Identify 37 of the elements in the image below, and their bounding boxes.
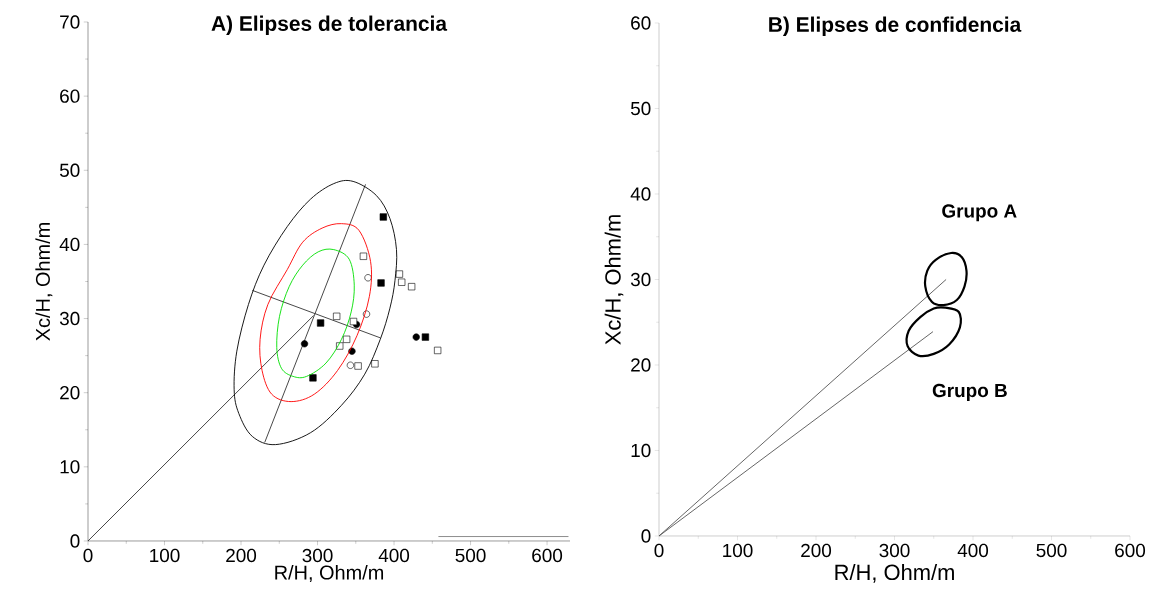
x-axis-title: R/H, Ohm/m — [275, 565, 384, 582]
y-tick-label: 60 — [631, 16, 651, 30]
y-tick-label: 30 — [59, 311, 80, 326]
y-tick-label: 0 — [641, 529, 651, 543]
x-tick-label: 600 — [532, 548, 563, 563]
chart-title: B) Elipses de confidencia — [769, 16, 1022, 37]
y-tick-label: 10 — [631, 443, 651, 458]
y-tick-label: 30 — [630, 272, 651, 287]
y-tick-label: 70 — [60, 15, 80, 29]
y-tick-label: 40 — [59, 237, 80, 252]
y-tick-label: 40 — [630, 187, 651, 201]
x-tick-label: 500 — [455, 548, 486, 563]
y-tick-label: 0 — [70, 534, 80, 548]
y-tick-label: 20 — [631, 358, 651, 372]
x-tick-label: 400 — [957, 543, 989, 558]
x-tick-label: 500 — [1036, 543, 1067, 558]
x-tick-label: 100 — [723, 543, 753, 558]
x-tick-label: 100 — [150, 548, 180, 563]
x-tick-label: 600 — [1115, 543, 1146, 558]
y-tick-label: 50 — [630, 101, 651, 116]
x-tick-label: 300 — [879, 543, 910, 558]
x-tick-label: 200 — [801, 543, 832, 558]
x-tick-label: 0 — [83, 548, 93, 563]
x-tick-label: 0 — [654, 543, 664, 558]
annotation: Grupo B — [932, 383, 1007, 401]
x-tick-label: 400 — [378, 548, 410, 563]
x-tick-label: 200 — [226, 548, 257, 563]
x-axis-title: R/H, Ohm/m — [835, 563, 954, 583]
y-axis-title: Xc/H, Ohm/m — [35, 223, 53, 341]
y-tick-label: 10 — [60, 460, 80, 474]
y-tick-label: 50 — [59, 163, 80, 177]
y-axis-title: Xc/H, Ohm/m — [604, 215, 624, 345]
y-tick-label: 60 — [60, 89, 80, 103]
annotation: Grupo A — [942, 204, 1017, 222]
chart-title: A) Elipses de tolerancia — [211, 15, 448, 36]
y-tick-label: 20 — [60, 386, 80, 400]
x-tick-label: 300 — [302, 548, 333, 563]
